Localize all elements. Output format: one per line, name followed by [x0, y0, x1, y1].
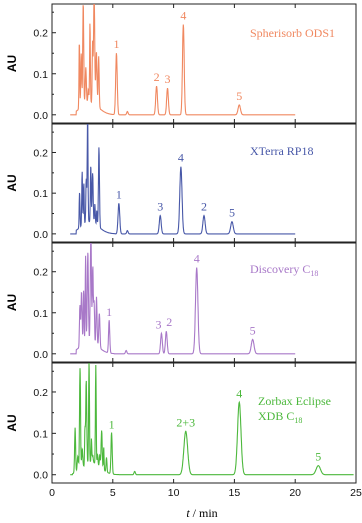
y-tick-label: 0.2 [33, 147, 48, 159]
y-tick-label: 0.0 [33, 110, 48, 122]
peak-label: 2 [166, 315, 172, 329]
y-axis-label: AU [5, 55, 19, 72]
peak-label: 4 [236, 386, 242, 400]
peak-label: 2+3 [176, 415, 195, 429]
x-tick-label: 0 [49, 487, 55, 499]
y-axis-label: AU [5, 174, 19, 191]
chromatogram-trace [70, 4, 296, 116]
peak-label: 1 [106, 305, 112, 319]
peak-label: 3 [155, 317, 161, 331]
peak-label: 5 [229, 206, 235, 220]
chromatogram-trace [70, 243, 296, 355]
peak-label: 1 [109, 417, 115, 431]
column-title: Zorbax Eclipse [258, 394, 331, 408]
peak-label: 5 [250, 323, 256, 337]
y-tick-label: 0.1 [33, 428, 48, 440]
panel-frame [51, 242, 357, 363]
peak-label: 4 [194, 252, 200, 266]
y-tick-label: 0.1 [33, 188, 48, 200]
peak-label: 5 [315, 450, 321, 464]
panel-2: 0.0 0.1 0.2 AU 1 3 4 2 5 XTerra RP18 [5, 123, 357, 243]
x-axis-label: t / min [186, 506, 217, 520]
y-tick-label: 0.1 [33, 308, 48, 320]
peak-label: 3 [157, 200, 163, 214]
x-tick-label: 5 [110, 487, 116, 499]
column-title: Spherisorb ODS1 [250, 26, 335, 40]
column-title: XDB C18 [258, 409, 302, 425]
peak-label: 2 [154, 70, 160, 84]
y-axis-label: AU [5, 414, 19, 431]
x-tick-label: 20 [289, 487, 301, 499]
panel-frame [51, 123, 357, 243]
y-tick-label: 0.0 [33, 349, 48, 361]
y-tick-label: 0.2 [33, 28, 48, 40]
peak-label: 1 [116, 187, 122, 201]
x-tick-label: 10 [168, 487, 180, 499]
y-tick-label: 0.1 [33, 69, 48, 81]
chromatogram-trace [70, 124, 296, 235]
x-tick-label: 15 [229, 487, 241, 499]
panel-3: 0.0 0.1 0.2 AU 1 3 2 4 5 Discovery C18 [5, 242, 357, 363]
y-tick-label: 0.2 [33, 387, 48, 399]
column-title: XTerra RP18 [250, 144, 313, 158]
y-axis-label: AU [5, 294, 19, 311]
column-title: Discovery C18 [250, 262, 318, 278]
peak-label: 5 [236, 89, 242, 103]
y-tick-label: 0.2 [33, 267, 48, 279]
panel-frame [51, 3, 357, 124]
peak-label: 2 [201, 200, 207, 214]
peak-label: 4 [178, 151, 184, 165]
x-tick-label: 25 [350, 487, 362, 499]
y-tick-label: 0.0 [33, 229, 48, 241]
y-tick-label: 0.0 [33, 470, 48, 482]
chromatogram-trace [70, 363, 354, 476]
panel-frame [51, 362, 357, 484]
peak-label: 3 [165, 72, 171, 86]
peak-label: 4 [180, 9, 186, 23]
peak-label: 1 [113, 37, 119, 51]
